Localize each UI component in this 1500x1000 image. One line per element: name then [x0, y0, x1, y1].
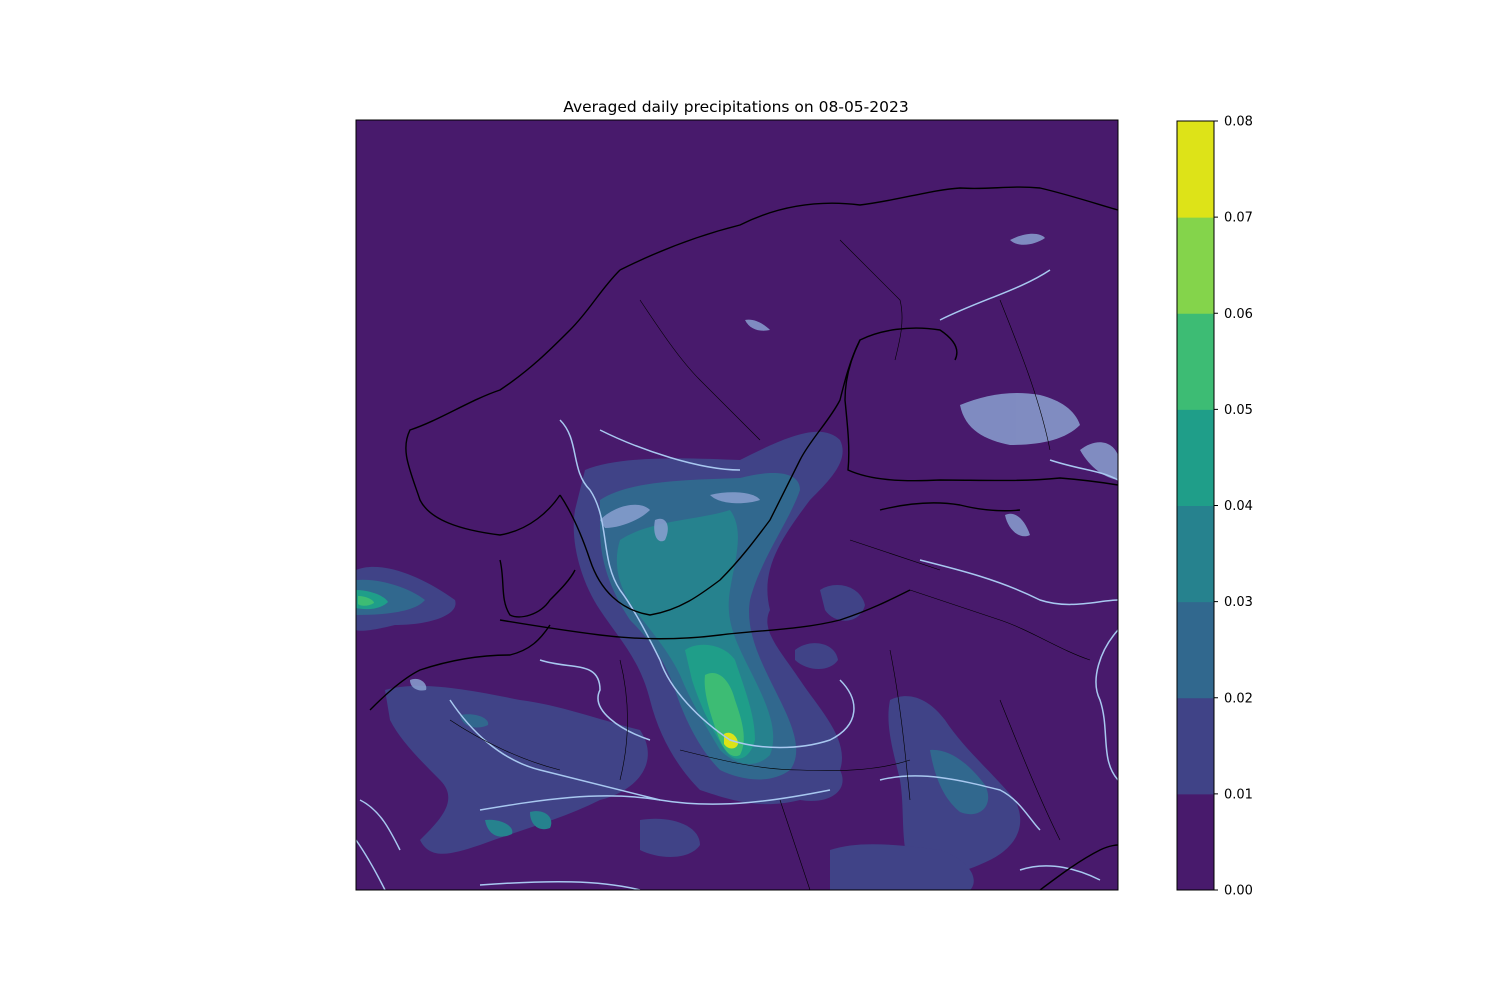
colorbar-tick-label: 0.03 — [1224, 595, 1253, 610]
lake-ijsselmeer — [410, 678, 427, 691]
colorbar-tick-label: 0.01 — [1224, 787, 1253, 802]
precipitation-map — [356, 120, 1118, 890]
contour-level-5 — [358, 596, 374, 606]
river — [919, 559, 1118, 606]
colorbar-tick-label: 0.04 — [1224, 499, 1253, 514]
colorbar: 0.00 0.01 0.02 0.03 0.04 0.05 0.06 0.07 0.08 — [1176, 115, 1253, 899]
river — [449, 699, 661, 801]
colorbar-tick-label: 0.02 — [1224, 691, 1253, 706]
precipitation-contours — [356, 431, 1021, 890]
contour-level-2 — [930, 749, 989, 815]
river — [539, 659, 651, 741]
contour-level-1 — [820, 585, 865, 621]
coastline-north-sea — [369, 624, 551, 711]
border — [999, 299, 1051, 451]
river — [599, 429, 741, 471]
coastline-baltic-south — [499, 589, 911, 640]
contour-level-2 — [460, 714, 489, 728]
river — [479, 880, 641, 890]
contour-level-1 — [640, 818, 700, 857]
coastline-black-sea — [1039, 844, 1118, 890]
lake-onega — [1005, 513, 1030, 537]
colorbar-segment — [1177, 793, 1214, 891]
colorbar-tick-label: 0.05 — [1224, 403, 1253, 418]
country-borders — [449, 239, 1091, 890]
river — [1049, 459, 1118, 481]
coastline-norway — [405, 186, 1118, 536]
colorbar-segment — [1177, 505, 1214, 603]
colorbar-segment — [1177, 409, 1214, 506]
river — [1095, 629, 1118, 781]
lake-vanern — [600, 504, 650, 528]
colorbar-tick-label: 0.08 — [1224, 115, 1253, 130]
contour-level-3 — [485, 819, 513, 837]
lake-malaren — [710, 492, 760, 504]
colorbar-segment — [1177, 313, 1214, 410]
river — [356, 839, 386, 890]
border — [909, 589, 1091, 661]
river — [559, 419, 661, 661]
border — [849, 539, 941, 571]
river — [1019, 865, 1101, 881]
colorbar-segment — [1177, 601, 1214, 699]
chart-title: Averaged daily precipitations on 08-05-2… — [563, 98, 908, 116]
colorbar-tick-label: 0.07 — [1224, 211, 1253, 226]
colorbar-segment — [1177, 697, 1214, 795]
border — [779, 799, 811, 890]
contour-level-1 — [385, 685, 648, 854]
map-frame — [355, 119, 1119, 891]
lake-inari — [1010, 233, 1045, 245]
river — [939, 269, 1051, 321]
border — [639, 299, 761, 441]
colorbar-tick-label: 0.00 — [1224, 884, 1253, 899]
coastline-estonia — [879, 502, 1021, 512]
border — [679, 749, 911, 771]
river — [659, 659, 855, 749]
lake-north-sweden — [745, 319, 770, 331]
river — [479, 789, 831, 811]
colorbar-tick-label: 0.06 — [1224, 307, 1253, 322]
rivers — [356, 269, 1118, 890]
colorbar-segment — [1177, 217, 1214, 314]
colorbar-segment — [1177, 121, 1214, 218]
contour-level-1 — [795, 643, 838, 669]
coastlines — [369, 186, 1118, 890]
lake-finland-cluster — [960, 393, 1080, 445]
border — [619, 659, 628, 781]
contour-level-1 — [830, 844, 974, 890]
coastline-finland — [844, 339, 1118, 486]
lake-vattern — [654, 518, 668, 542]
lake-ladoga — [1080, 442, 1118, 480]
river — [359, 799, 401, 851]
coastline-sweden-east — [559, 327, 958, 616]
border — [999, 699, 1061, 841]
border — [449, 719, 561, 771]
river — [879, 775, 1041, 831]
lakes — [410, 233, 1118, 691]
border — [889, 649, 911, 801]
coastline-denmark — [499, 559, 576, 618]
contour-level-3 — [530, 811, 552, 830]
border — [839, 239, 903, 361]
